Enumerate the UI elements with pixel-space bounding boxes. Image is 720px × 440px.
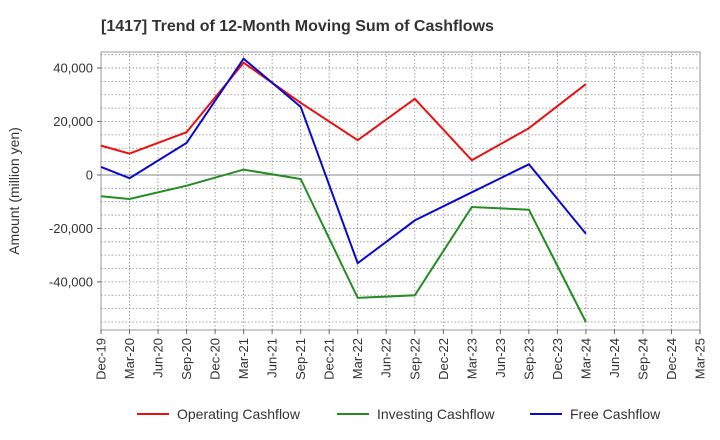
x-tick-label: Sep-21 — [293, 338, 308, 380]
x-tick-label: Mar-24 — [578, 338, 593, 379]
x-tick-label: Dec-19 — [94, 338, 109, 380]
legend-label-free-cashflow: Free Cashflow — [570, 406, 661, 422]
x-tick-label: Jun-22 — [379, 338, 394, 378]
y-tick-label: 20,000 — [53, 114, 93, 129]
x-tick-label: Dec-20 — [208, 338, 223, 380]
x-tick-label: Mar-25 — [693, 338, 708, 379]
x-tick-label: Dec-22 — [436, 338, 451, 380]
x-tick-label: Mar-23 — [464, 338, 479, 379]
legend-label-operating-cashflow: Operating Cashflow — [177, 406, 301, 422]
legend: Operating Cashflow Investing Cashflow Free… — [137, 406, 661, 422]
x-tick-label: Mar-20 — [122, 338, 137, 379]
free-cashflow-line — [100, 57, 587, 265]
y-axis-label: Amount (million yen) — [6, 127, 22, 255]
x-tick-label: Jun-23 — [493, 338, 508, 378]
x-tick-label: Sep-23 — [521, 338, 536, 380]
y-tick-label: 0 — [86, 167, 93, 182]
x-tick-label: Sep-20 — [179, 338, 194, 380]
plot-area: -40,000 -20,000 0 20,000 40,000 Dec-19 Mar-20 J… — [49, 51, 708, 380]
x-tick-label: Dec-23 — [550, 338, 565, 380]
chart-title: [1417] Trend of 12-Month Moving Sum of C… — [101, 18, 494, 35]
y-tick-label: -20,000 — [49, 221, 93, 236]
x-tick-label: Jun-24 — [607, 338, 622, 378]
x-tick-label: Dec-21 — [322, 338, 337, 380]
x-tick-label: Mar-22 — [350, 338, 365, 379]
y-tick-label: -40,000 — [49, 274, 93, 289]
x-tick-label: Sep-24 — [635, 338, 650, 380]
x-tick-label: Sep-22 — [407, 338, 422, 380]
x-tick-label: Mar-21 — [236, 338, 251, 379]
investing-cashflow-line — [100, 168, 587, 323]
x-tick-label: Dec-24 — [664, 338, 679, 380]
operating-cashflow-line — [100, 61, 587, 162]
x-tick-label: Jun-21 — [265, 338, 280, 378]
plot-frame — [100, 51, 701, 331]
y-tick-label: 40,000 — [53, 61, 93, 76]
x-tick-label: Jun-20 — [151, 338, 166, 378]
legend-label-investing-cashflow: Investing Cashflow — [377, 406, 495, 422]
